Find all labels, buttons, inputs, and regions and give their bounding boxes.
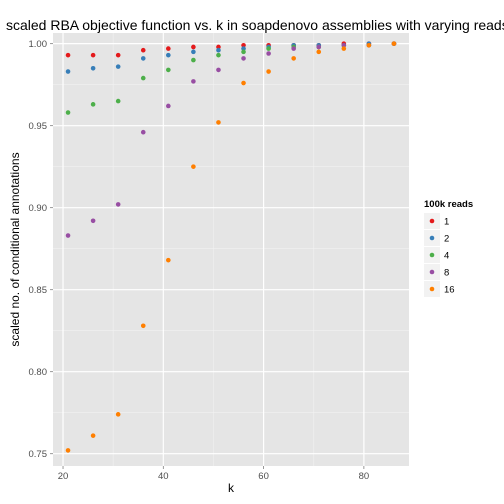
data-point-series-16 — [166, 257, 171, 263]
data-point-series-16 — [191, 164, 196, 169]
data-point-series-4 — [140, 75, 146, 81]
data-point-series-1 — [90, 52, 96, 58]
data-point-series-4 — [266, 46, 271, 51]
data-point-series-16 — [140, 323, 146, 329]
y-tick-label: 0.80 — [29, 367, 48, 378]
data-point-series-4 — [65, 110, 71, 115]
y-tick-label: 1.00 — [29, 39, 48, 50]
data-point-series-4 — [241, 49, 246, 55]
data-point-series-8 — [316, 44, 322, 50]
data-point-series-8 — [191, 79, 196, 84]
legend-label: 4 — [444, 250, 449, 261]
legend-label: 16 — [444, 284, 455, 295]
data-point-series-8 — [115, 202, 121, 207]
data-points — [65, 41, 397, 453]
y-tick-label: 0.90 — [29, 203, 48, 214]
grid — [53, 33, 409, 466]
legend-label: 2 — [444, 233, 449, 244]
data-point-series-4 — [191, 57, 196, 63]
data-point-series-2 — [166, 52, 171, 58]
data-point-series-8 — [341, 43, 347, 48]
x-axis-title: k — [228, 481, 235, 495]
data-point-series-8 — [241, 56, 246, 61]
legend-key-point — [429, 235, 435, 241]
legend-key-point — [429, 218, 435, 224]
chart-title: scaled RBA objective function vs. k in s… — [6, 17, 504, 33]
data-point-series-2 — [90, 65, 96, 71]
data-point-series-2 — [191, 49, 196, 55]
data-point-series-4 — [115, 98, 121, 104]
legend-label: 8 — [444, 267, 449, 278]
data-point-series-16 — [216, 120, 221, 125]
data-point-series-4 — [166, 67, 171, 73]
data-point-series-1 — [191, 44, 196, 50]
x-tick-label: 60 — [258, 471, 269, 482]
x-tick-label: 80 — [359, 471, 370, 482]
data-point-series-16 — [266, 69, 271, 74]
y-axis-title: scaled no. of conditional annotations — [8, 152, 22, 346]
data-point-series-16 — [391, 41, 397, 46]
y-tick-label: 0.85 — [29, 285, 48, 296]
data-point-series-8 — [266, 51, 271, 56]
data-point-series-16 — [291, 56, 296, 61]
data-point-series-1 — [241, 43, 246, 48]
y-tick-label: 0.75 — [29, 449, 48, 460]
data-point-series-16 — [241, 80, 246, 86]
data-point-series-16 — [65, 448, 71, 453]
plot-panel — [53, 33, 409, 466]
data-point-series-4 — [216, 52, 221, 58]
data-point-series-1 — [115, 52, 121, 58]
x-tick-label: 20 — [58, 471, 69, 482]
legend-title: 100k reads — [424, 199, 473, 210]
y-tick-label: 0.95 — [29, 121, 48, 132]
legend-key-point — [429, 269, 435, 275]
x-tick-label: 40 — [158, 471, 169, 482]
data-point-series-2 — [65, 69, 71, 74]
data-point-series-1 — [166, 46, 171, 51]
data-point-series-2 — [115, 64, 121, 69]
data-point-series-16 — [341, 46, 347, 51]
data-point-series-16 — [316, 49, 322, 55]
data-point-series-1 — [140, 47, 146, 53]
data-point-series-1 — [216, 44, 221, 50]
data-point-series-2 — [241, 46, 246, 51]
legend: 100k reads 1 2 4 8 16 — [424, 199, 473, 297]
data-point-series-8 — [291, 46, 296, 51]
data-point-series-8 — [90, 218, 96, 224]
data-point-series-2 — [140, 56, 146, 61]
data-point-series-1 — [65, 52, 71, 58]
data-point-series-8 — [140, 129, 146, 135]
data-point-series-8 — [166, 103, 171, 109]
data-point-series-8 — [216, 67, 221, 73]
data-point-series-8 — [65, 233, 71, 238]
legend-key-point — [429, 286, 435, 292]
legend-label: 1 — [444, 216, 449, 227]
y-axis-ticks: 0.75 0.80 0.85 0.90 0.95 1.00 — [29, 39, 53, 460]
data-point-series-16 — [115, 412, 121, 417]
data-point-series-4 — [90, 102, 96, 107]
x-axis-ticks: 20 40 60 80 — [58, 466, 369, 482]
data-point-series-2 — [216, 47, 221, 53]
data-point-series-16 — [90, 433, 96, 438]
data-point-series-16 — [366, 43, 372, 48]
legend-key-point — [429, 252, 435, 258]
